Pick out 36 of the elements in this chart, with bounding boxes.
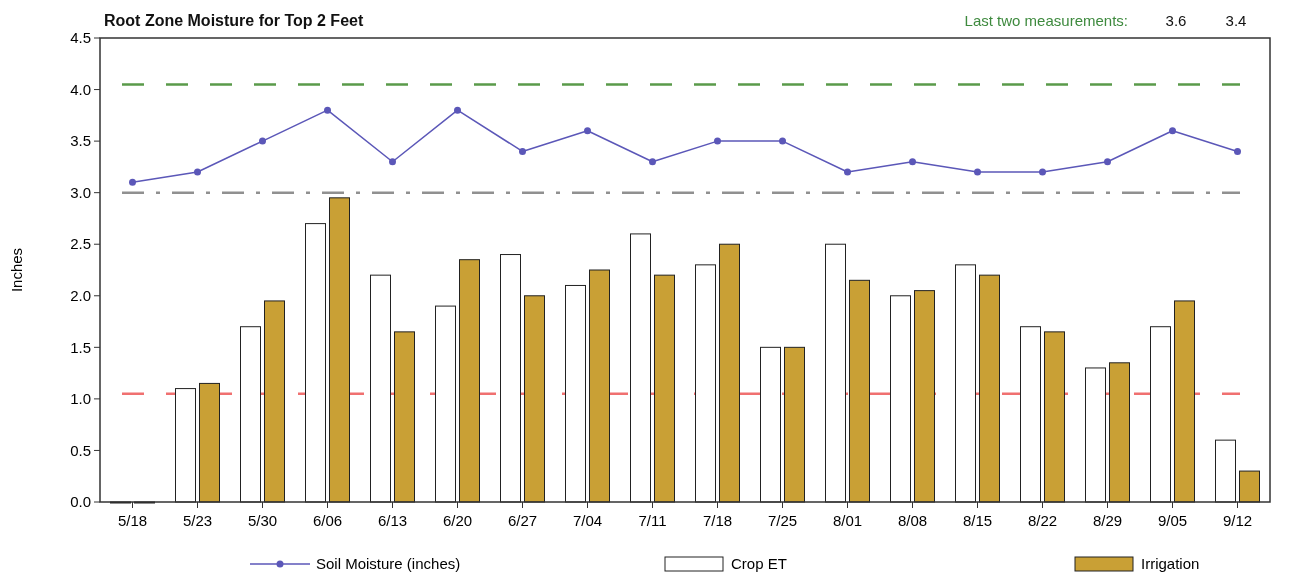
text: Last two measurements: — [964, 12, 1128, 29]
y-tick-label: 0.5 — [70, 441, 91, 459]
y-tick-label: 3.0 — [70, 183, 91, 201]
y-tick-label: 2.5 — [70, 235, 91, 253]
y-tick-label: 1.0 — [70, 390, 91, 408]
x-tick-label: 6/27 — [507, 512, 538, 529]
y-axis-title: Inches — [8, 247, 25, 293]
x-tick-label: 8/01 — [832, 512, 863, 529]
x-tick-label: 6/13 — [377, 512, 408, 529]
x-tick-label: 7/18 — [702, 512, 733, 529]
legend-label: Soil Moisture (inches) — [316, 555, 461, 573]
y-tick-label: 4.0 — [70, 80, 91, 98]
text: 3.6 — [1165, 12, 1187, 29]
x-tick-label: 5/18 — [117, 512, 148, 529]
chart-title: Root Zone Moisture for Top 2 Feet — [104, 12, 364, 29]
x-tick-label: 8/29 — [1092, 512, 1123, 529]
y-tick-label: 0.0 — [70, 493, 91, 511]
y-tick-label: 2.0 — [70, 287, 91, 305]
legend-label: Crop ET — [731, 555, 787, 573]
y-tick-label: 4.5 — [70, 29, 91, 47]
x-tick-label: 7/11 — [638, 512, 667, 529]
x-tick-label: 5/30 — [247, 512, 278, 529]
x-tick-label: 8/08 — [897, 512, 928, 529]
x-tick-label: 9/05 — [1157, 512, 1188, 529]
text: 3.4 — [1225, 12, 1247, 29]
x-tick-label: 9/12 — [1222, 512, 1253, 529]
x-tick-label: 7/25 — [767, 512, 798, 529]
y-tick-label: 3.5 — [70, 132, 91, 150]
y-tick-label: 1.5 — [70, 338, 91, 356]
x-tick-label: 8/22 — [1027, 512, 1058, 529]
x-tick-label: 7/04 — [572, 512, 603, 529]
x-tick-label: 6/20 — [442, 512, 473, 529]
x-tick-label: 8/15 — [962, 512, 993, 529]
legend-label: Irrigation — [1141, 555, 1200, 573]
x-tick-label: 5/23 — [182, 512, 213, 529]
x-tick-label: 6/06 — [312, 512, 343, 529]
